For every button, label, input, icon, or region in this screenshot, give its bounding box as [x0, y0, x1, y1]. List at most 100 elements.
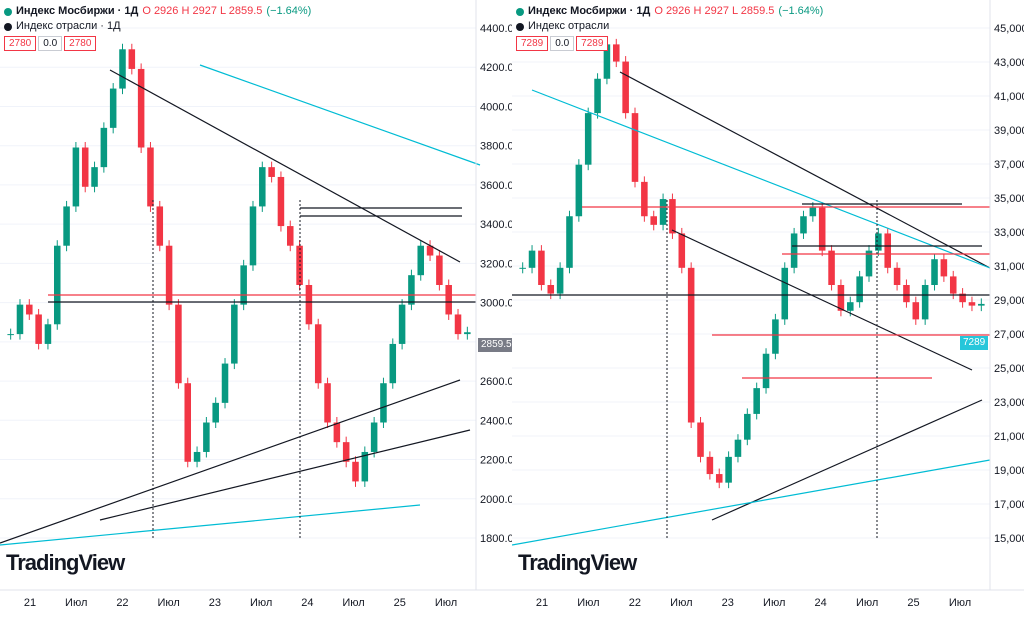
candle — [380, 377, 387, 428]
y-tick-label: 45,000 — [994, 23, 1024, 35]
series2-color-icon — [4, 22, 12, 31]
trend-line[interactable] — [199, 64, 481, 166]
candle — [389, 338, 397, 389]
y-tick-label: 41,000 — [994, 91, 1024, 103]
candle — [959, 288, 966, 308]
candle — [26, 299, 33, 320]
buy-button[interactable]: 7289 — [576, 36, 609, 51]
candle — [566, 210, 573, 274]
x-tick-label: Июл — [65, 597, 87, 609]
ohlc-values: O 2926 H 2927 L 2859.5 — [142, 5, 263, 17]
candle — [417, 240, 425, 281]
candle — [744, 408, 751, 446]
candle — [305, 279, 313, 330]
y-tick-label: 25,000 — [994, 363, 1024, 375]
trend-line[interactable] — [0, 504, 421, 546]
right-price-chart[interactable]: 45,000 43,000 41,000 39,000 37,000 35,000 33,0… — [512, 0, 1024, 626]
y-tick-label: 19,000 — [994, 465, 1024, 477]
candle — [893, 262, 901, 291]
trend-line[interactable] — [0, 379, 461, 544]
secondary-symbol[interactable]: Индекс отрасли — [528, 20, 610, 32]
candle — [715, 468, 723, 489]
candle — [464, 326, 471, 340]
candle — [575, 159, 583, 222]
x-tick-label: Июл — [856, 597, 878, 609]
candle — [940, 253, 948, 282]
x-tick-label: 22 — [116, 597, 128, 609]
candle — [641, 176, 648, 222]
y-tick-label: 2400.0 — [480, 415, 512, 427]
candle — [528, 245, 536, 274]
left-trade-box: 2780 0.0 2780 — [4, 36, 97, 51]
candle — [547, 279, 555, 300]
candle — [978, 298, 985, 312]
x-tick-label: Июл — [157, 597, 179, 609]
sell-button[interactable]: 2780 — [4, 36, 37, 51]
candle — [556, 262, 564, 300]
candle — [584, 107, 592, 171]
trend-line[interactable] — [671, 229, 973, 371]
candle — [268, 161, 275, 183]
candle — [903, 279, 910, 308]
candle — [622, 56, 629, 119]
trend-line[interactable] — [99, 429, 471, 521]
y-tick-label: 27,000 — [994, 329, 1024, 341]
x-tick-label: Июл — [577, 597, 599, 609]
left-price-chart[interactable]: 4400.0 4200.0 4000.0 3800.0 3600.0 3400.0 3200… — [0, 0, 512, 626]
x-tick-label: Июл — [763, 597, 785, 609]
sell-button[interactable]: 7289 — [516, 36, 549, 51]
candle — [445, 279, 452, 320]
candle — [333, 417, 341, 448]
buy-button[interactable]: 2780 — [64, 36, 97, 51]
x-tick-label: 25 — [907, 597, 919, 609]
y-tick-label: 3000.0 — [480, 298, 512, 310]
x-tick-label: Июл — [342, 597, 364, 609]
x-tick-label: 25 — [394, 597, 406, 609]
candle — [519, 262, 526, 274]
candle — [678, 227, 686, 274]
trend-line[interactable] — [109, 69, 461, 263]
candle — [128, 43, 136, 75]
symbol-name[interactable]: Индекс Мосбиржи · 1Д — [16, 5, 139, 17]
secondary-symbol[interactable]: Индекс отрасли · 1Д — [16, 20, 121, 32]
x-tick-label: Июл — [435, 597, 457, 609]
candle — [426, 240, 434, 262]
candle — [931, 253, 938, 291]
tradingview-logo: TradingView — [6, 550, 125, 575]
trend-line[interactable] — [711, 399, 983, 521]
candle — [968, 296, 976, 312]
trend-line[interactable] — [512, 459, 991, 546]
candle — [837, 279, 845, 317]
candle — [800, 210, 807, 239]
candle — [165, 240, 173, 311]
candle — [865, 245, 873, 282]
y-tick-label: 39,000 — [994, 125, 1024, 137]
right-legend: Индекс Мосбиржи · 1Д O 2926 H 2927 L 285… — [516, 4, 823, 34]
y-tick-label: 31,000 — [994, 261, 1024, 273]
candle — [119, 43, 126, 95]
candle — [259, 161, 266, 212]
candle — [631, 107, 639, 188]
candle — [314, 318, 322, 389]
left-chart-pane: 4400.0 4200.0 4000.0 3800.0 3600.0 3400.0 3200… — [0, 0, 512, 626]
candle — [613, 38, 620, 68]
x-tick-label: 21 — [24, 597, 36, 609]
y-tick-label: 4400.0 — [480, 23, 512, 35]
candle — [370, 417, 378, 458]
candle — [44, 318, 52, 350]
candle — [790, 227, 798, 274]
series-color-icon — [4, 7, 12, 16]
trend-line[interactable] — [619, 71, 991, 269]
candle — [231, 299, 238, 370]
y-tick-label: 37,000 — [994, 159, 1024, 171]
candle — [650, 210, 657, 231]
x-tick-label: 24 — [815, 597, 827, 609]
candle — [286, 220, 294, 252]
trend-line[interactable] — [531, 89, 991, 269]
candle — [687, 262, 695, 428]
last-price-badge: 7289 — [960, 336, 989, 350]
y-tick-label: 2600.0 — [480, 376, 512, 388]
left-legend: Индекс Мосбиржи · 1Д O 2926 H 2927 L 285… — [4, 4, 311, 34]
candle — [35, 308, 42, 350]
symbol-name[interactable]: Индекс Мосбиржи · 1Д — [528, 5, 651, 17]
